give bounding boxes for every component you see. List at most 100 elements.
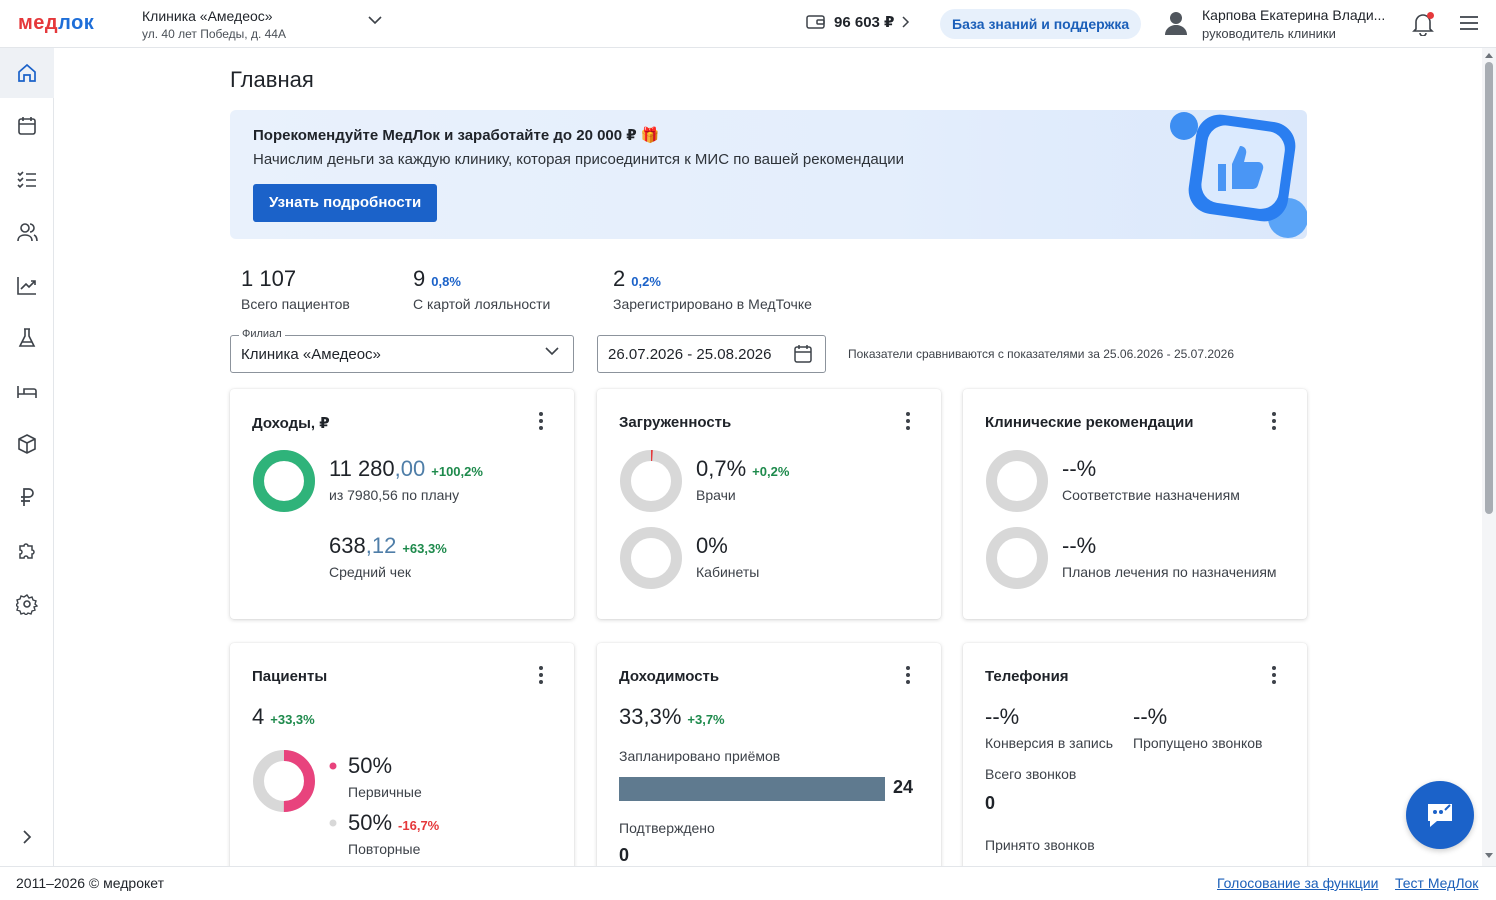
sidebar-item-integrations[interactable] <box>0 525 54 575</box>
doctors-load-ring <box>620 450 682 512</box>
patients-count: 4 +33,3% <box>252 704 315 729</box>
calendar-icon <box>794 345 812 363</box>
date-range-value: 26.07.2026 - 25.08.2026 <box>608 346 772 363</box>
card-title: Пациенты <box>252 668 328 685</box>
clinic-selector[interactable]: Клиника «Амедеос» ул. 40 лет Победы, д. … <box>142 8 382 41</box>
analytics-icon <box>17 277 36 295</box>
stat-label: С картой лояльности <box>413 296 551 312</box>
card-menu-button[interactable] <box>536 666 546 686</box>
scrollbar-thumb[interactable] <box>1485 62 1493 514</box>
repeat-value: 50% -16,7% <box>348 810 440 835</box>
gear-icon <box>16 594 38 615</box>
sidebar-item-tasks[interactable] <box>0 154 54 204</box>
doctors-load-delta: +0,2% <box>752 464 790 479</box>
compliance-label: Соответствие назначениям <box>1062 487 1240 503</box>
medlok-logo[interactable]: медлок <box>18 12 94 35</box>
users-icon <box>17 223 38 242</box>
sidebar-item-finance[interactable] <box>0 472 54 522</box>
notifications-button[interactable] <box>1412 12 1434 41</box>
calendar-icon <box>18 117 36 135</box>
sidebar-item-calendar[interactable] <box>0 101 54 151</box>
wallet-icon <box>806 15 825 29</box>
missed-calls-label: Пропущено звонков <box>1133 735 1263 751</box>
copyright: 2011–2026 © медрокет <box>16 875 164 891</box>
card-menu-button[interactable] <box>903 666 913 686</box>
income-plan-text: из 7980,56 по плану <box>329 487 460 503</box>
repeat-dot <box>329 819 337 827</box>
card-title: Телефония <box>985 668 1069 685</box>
patients-card: Пациенты 4 +33,3% 50% Первичные 50% -16,7%… <box>230 643 574 866</box>
balance-amount: 96 603 ₽ <box>834 14 895 31</box>
feature-voting-link[interactable]: Голосование за функции <box>1217 875 1379 891</box>
stat-total-patients: 1 107 Всего пациентов <box>241 266 350 312</box>
repeat-label: Повторные <box>348 841 421 857</box>
card-title: Доходимость <box>619 668 720 685</box>
sidebar-expand-button[interactable] <box>0 812 54 862</box>
sidebar-item-warehouse[interactable] <box>0 419 54 469</box>
card-menu-button[interactable] <box>903 412 913 432</box>
scroll-down-arrow-icon[interactable] <box>1485 852 1493 860</box>
card-menu-button[interactable] <box>536 412 546 432</box>
total-calls-label: Всего звонков <box>985 766 1077 782</box>
profitability-value: 33,3% +3,7% <box>619 704 725 729</box>
sidebar-item-home[interactable] <box>0 48 54 98</box>
sidebar-item-patients[interactable] <box>0 207 54 257</box>
clinic-address: ул. 40 лет Победы, д. 44А <box>142 27 286 41</box>
puzzle-icon <box>19 543 35 559</box>
chevron-right-icon <box>23 830 32 844</box>
footer: 2011–2026 © медрокет Голосование за функ… <box>0 866 1496 900</box>
support-button[interactable]: База знаний и поддержка <box>940 9 1142 39</box>
total-calls-value: 0 <box>985 793 996 813</box>
main-content: Главная Порекомендуйте МедЛок и заработа… <box>54 48 1482 866</box>
date-range-picker[interactable]: 26.07.2026 - 25.08.2026 <box>597 335 826 373</box>
confirmed-value: 0 <box>619 845 630 865</box>
income-value: 11 280,00 +100,2% <box>329 456 483 481</box>
sidebar <box>0 48 54 866</box>
support-chat-button[interactable] <box>1406 781 1474 849</box>
stat-value: 2 <box>613 266 626 291</box>
avg-check-delta: +63,3% <box>402 541 447 556</box>
income-delta: +100,2% <box>431 464 483 479</box>
chevron-right-icon <box>902 16 910 28</box>
rooms-load-label: Кабинеты <box>696 564 760 580</box>
telephony-card: Телефония --% Конверсия в запись --% Про… <box>963 643 1307 866</box>
bell-icon <box>1412 14 1434 37</box>
page-title: Главная <box>230 67 314 92</box>
primary-value: 50% <box>348 753 393 778</box>
learn-more-button[interactable]: Узнать подробности <box>253 184 438 222</box>
sidebar-item-analytics[interactable] <box>0 260 54 310</box>
missed-calls-value: --% <box>1133 704 1168 729</box>
sidebar-item-settings[interactable] <box>0 579 54 629</box>
card-menu-button[interactable] <box>1269 666 1279 686</box>
profitability-card: Доходимость 33,3% +3,7% Запланировано при… <box>597 643 941 866</box>
conversion-label: Конверсия в запись <box>985 735 1114 751</box>
rooms-load-value: 0% <box>696 533 728 558</box>
clinical-recommendations-card: Клинические рекомендации --% Соответстви… <box>963 389 1307 619</box>
planned-bar <box>619 777 885 801</box>
page-scrollbar[interactable] <box>1482 48 1496 866</box>
home-icon <box>18 63 36 82</box>
test-medlok-link[interactable]: Тест МедЛок <box>1395 875 1479 891</box>
referral-banner: Порекомендуйте МедЛок и заработайте до 2… <box>230 110 1307 239</box>
compare-note: Показатели сравниваются с показателями з… <box>848 347 1235 361</box>
balance-button[interactable]: 96 603 ₽ <box>806 13 910 31</box>
confirmed-label: Подтверждено <box>619 820 715 836</box>
branch-select[interactable]: Филиал Клиника «Амедеос» <box>230 328 574 373</box>
repeat-legend: 50% -16,7% Повторные <box>329 810 440 857</box>
load-card: Загруженность 0,7% +0,2% Врачи 0% Кабинет… <box>597 389 941 619</box>
compliance-ring <box>986 450 1048 512</box>
banner-title: Порекомендуйте МедЛок и заработайте до 2… <box>253 127 660 144</box>
scroll-up-arrow-icon[interactable] <box>1485 51 1493 59</box>
card-menu-button[interactable] <box>1269 412 1279 432</box>
planned-value: 24 <box>893 777 914 797</box>
sidebar-item-hospital[interactable] <box>0 366 54 416</box>
top-bar: медлок Клиника «Амедеос» ул. 40 лет Побе… <box>0 0 1496 48</box>
menu-button[interactable] <box>1460 15 1478 36</box>
sidebar-item-lab[interactable] <box>0 313 54 363</box>
user-name: Карпова Екатерина Влади... <box>1202 7 1386 23</box>
avg-check-label: Средний чек <box>329 564 412 580</box>
avg-check-value: 638,12 +63,3% <box>329 533 447 558</box>
doctors-load-value: 0,7% +0,2% <box>696 456 790 481</box>
card-title: Клинические рекомендации <box>985 414 1194 431</box>
hamburger-icon <box>1460 16 1478 30</box>
